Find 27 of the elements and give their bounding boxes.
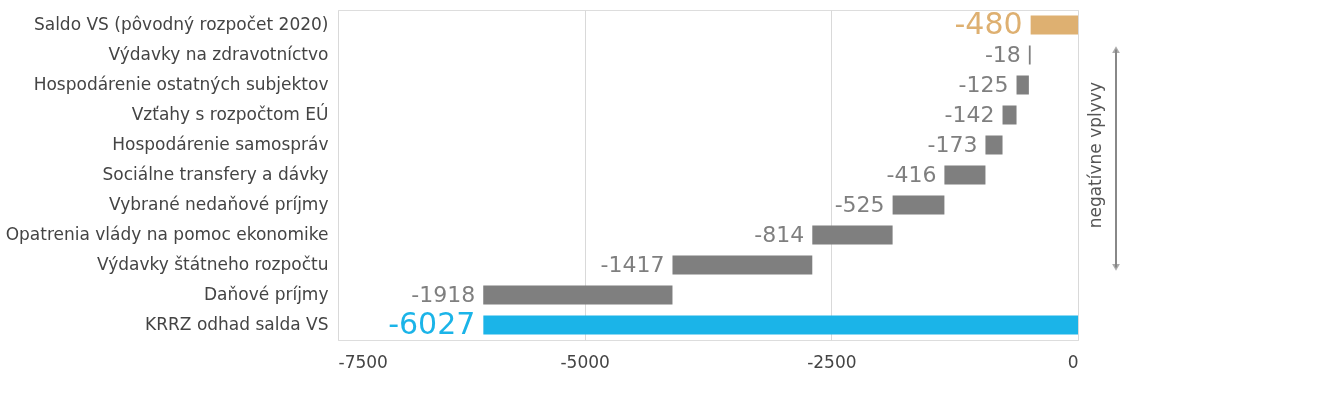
x-tick-label: -7500 (338, 351, 388, 372)
x-tick-label: -5000 (560, 351, 610, 372)
x-tick-label: -2500 (807, 351, 857, 372)
y-tick-label: Sociálne transfery a dávky (102, 164, 329, 184)
data-label: -1417 (600, 252, 665, 277)
data-label: -480 (954, 6, 1023, 41)
y-tick-label: KRRZ odhad salda VS (145, 314, 329, 334)
data-label: -18 (984, 42, 1021, 67)
y-tick-label: Opatrenia vlády na pomoc ekonomike (5, 224, 329, 244)
data-label: -525 (834, 192, 885, 217)
text: negatívne vplyvy (1085, 82, 1105, 229)
y-tick-label: Vzťahy s rozpočtom EÚ (131, 103, 329, 124)
x-tick-label: 0 (1067, 351, 1079, 372)
data-label: -125 (958, 72, 1009, 97)
y-tick-label: Daňové príjmy (204, 284, 329, 304)
data-label: -814 (754, 222, 805, 247)
y-tick-label: Vybrané nedaňové príjmy (109, 194, 329, 214)
y-tick-label: Výdavky štátneho rozpočtu (96, 254, 329, 274)
y-tick-label: Hospodárenie samospráv (112, 134, 329, 154)
data-label: -142 (944, 102, 995, 127)
data-label: -416 (886, 162, 937, 187)
y-tick-label: Výdavky na zdravotníctvo (108, 44, 329, 64)
data-label: -6027 (388, 306, 476, 341)
y-tick-label: Hospodárenie ostatných subjektov (33, 74, 329, 94)
data-label: -173 (927, 132, 978, 157)
y-tick-label: Saldo VS (pôvodný rozpočet 2020) (33, 14, 329, 34)
data-label: -1918 (411, 282, 476, 307)
